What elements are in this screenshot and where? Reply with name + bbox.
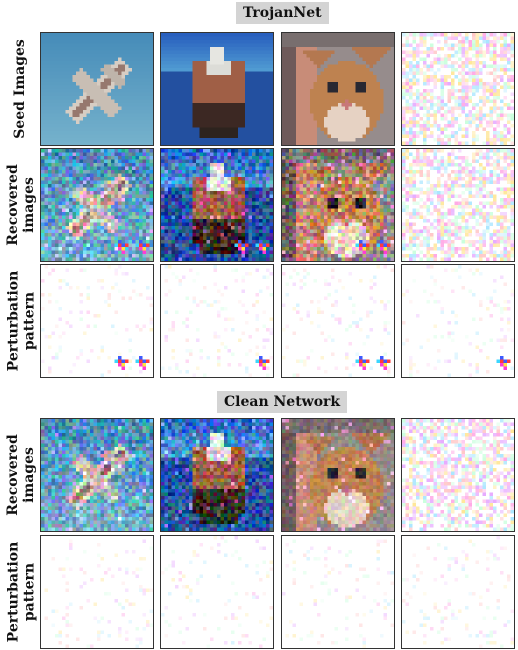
row-label-line-1: Recovered [5,434,21,516]
row-label-perturbation-pattern: Perturbation pattern [4,264,38,378]
row-label-line-2: pattern [21,291,37,351]
row-label-line-1: Perturbation [5,270,21,372]
clean-perturbation-pattern-2 [160,535,274,649]
row-label-line-1: Perturbation [5,541,21,643]
clean-recovered-image-noise [401,418,515,532]
row-label-recovered-images: Recovered images [4,418,38,532]
recovered-image-noise [401,148,515,262]
perturbation-pattern-4 [401,264,515,378]
row-label-line-2: pattern [21,562,37,622]
seed-image-ship [160,32,274,146]
recovered-image-airplane [40,148,154,262]
clean-perturbation-pattern-4 [401,535,515,649]
seed-image-airplane [40,32,154,146]
row-label-line-2: images [21,447,37,503]
perturbation-pattern-1 [40,264,154,378]
section-title-clean-network: Clean Network [217,391,348,413]
perturbation-pattern-2 [160,264,274,378]
row-label-seed-images: Seed Images [6,32,34,146]
row-label-perturbation-pattern: Perturbation pattern [4,535,38,649]
section-title-trojannet: TrojanNet [236,2,329,24]
row-label-recovered-images: Recovered images [4,148,38,262]
recovered-image-ship [160,148,274,262]
row-label-line-2: images [21,177,37,233]
clean-recovered-image-ship [160,418,274,532]
seed-image-noise [401,32,515,146]
clean-perturbation-pattern-1 [40,535,154,649]
perturbation-pattern-3 [281,264,395,378]
recovered-image-cat [281,148,395,262]
row-label-text: Seed Images [12,39,29,139]
row-label-line-1: Recovered [5,164,21,246]
clean-perturbation-pattern-3 [281,535,395,649]
seed-image-cat [281,32,395,146]
clean-recovered-image-airplane [40,418,154,532]
clean-recovered-image-cat [281,418,395,532]
